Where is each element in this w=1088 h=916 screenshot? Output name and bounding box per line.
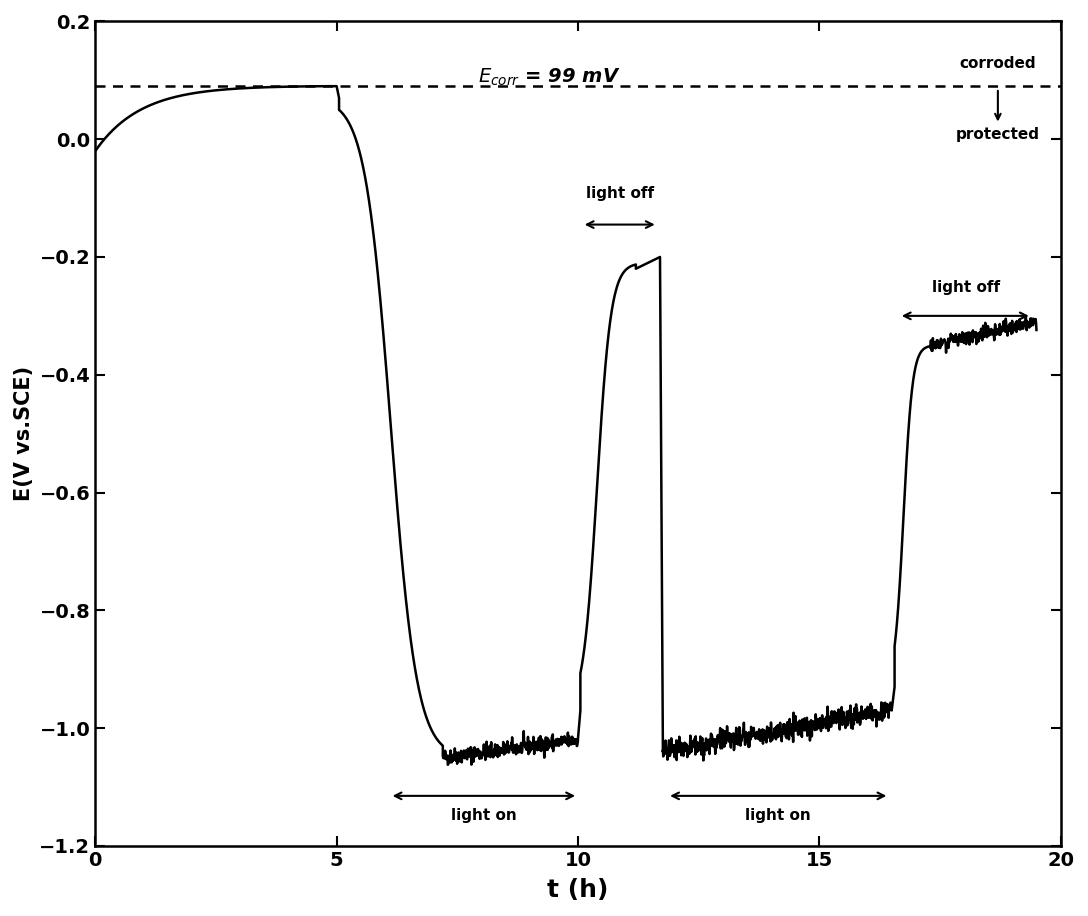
Text: light off: light off: [932, 280, 1001, 295]
Text: light on: light on: [450, 808, 517, 823]
Text: protected: protected: [956, 127, 1040, 142]
Y-axis label: E(V vs.SCE): E(V vs.SCE): [14, 366, 34, 501]
Text: $E_{corr}$ = 99 mV: $E_{corr}$ = 99 mV: [478, 67, 620, 88]
Text: corroded: corroded: [960, 57, 1036, 71]
Text: light off: light off: [585, 186, 654, 201]
Text: light on: light on: [745, 808, 812, 823]
X-axis label: t (h): t (h): [547, 878, 608, 902]
